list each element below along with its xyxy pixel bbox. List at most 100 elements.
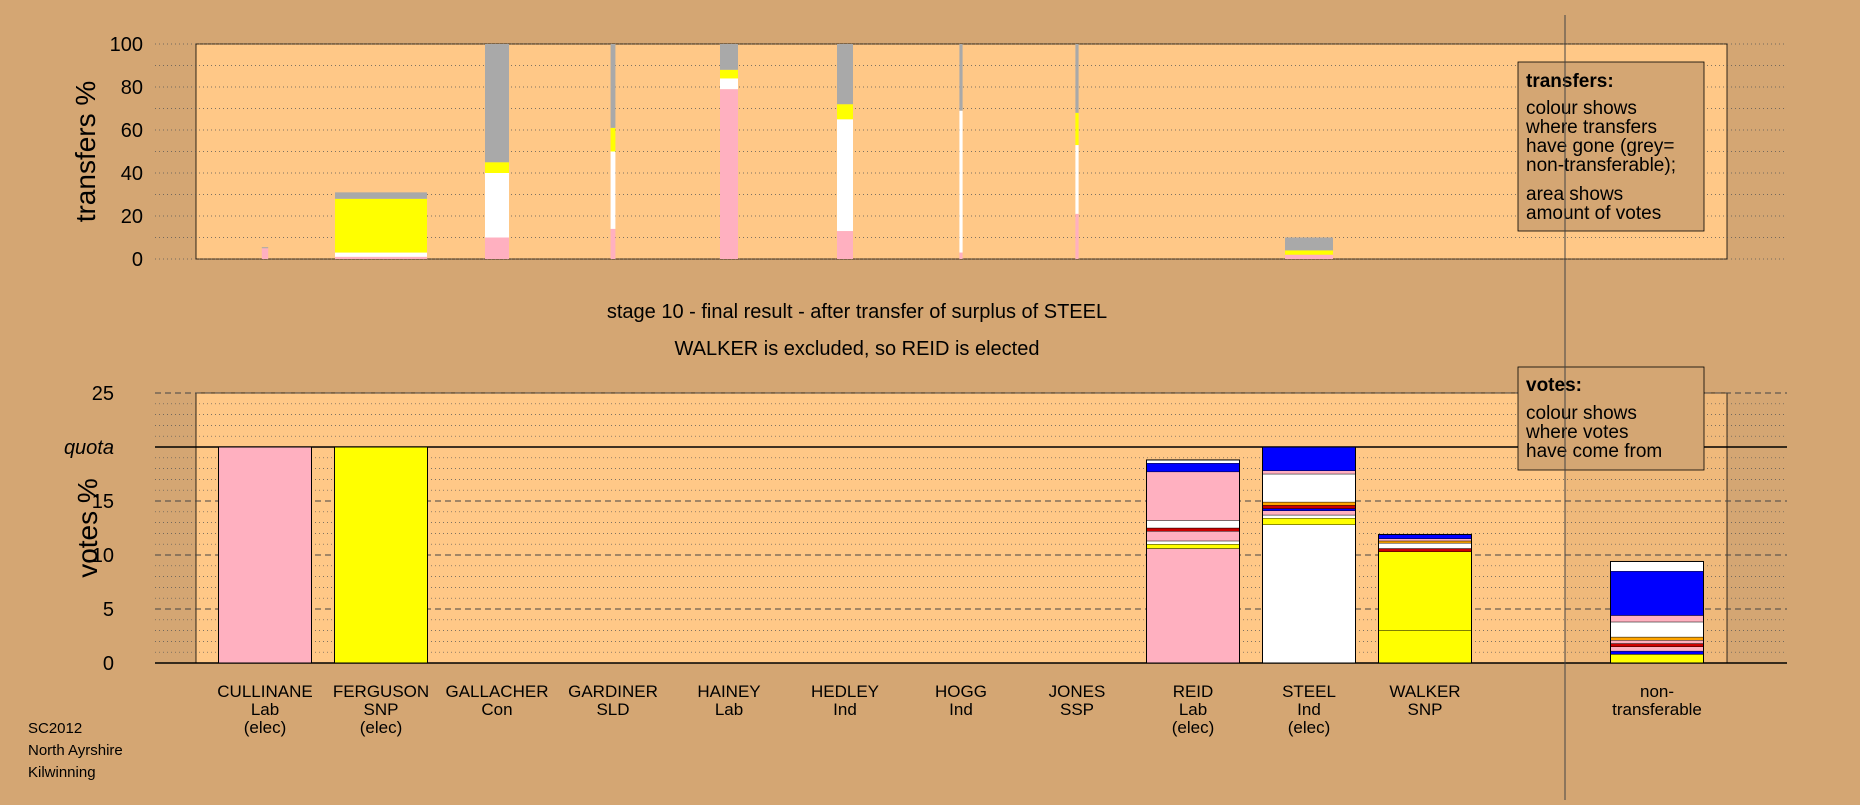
vote-segment-reid [1146, 531, 1240, 542]
vote-segment-walker [1378, 551, 1472, 631]
candidate-label: FERGUSON [333, 682, 429, 701]
vote-bar-walker [1378, 533, 1472, 664]
vote-segment-steel [1262, 446, 1356, 471]
vote-segment-non-transferable [1610, 650, 1704, 655]
vote-segment-steel [1262, 473, 1356, 503]
transfers-tick-label: 40 [121, 163, 143, 185]
vote-segment-steel [1262, 518, 1356, 525]
votes-tick-label: 10 [92, 545, 114, 567]
candidate-label: HAINEY [697, 682, 760, 701]
transfer-segment-hedley [837, 44, 853, 105]
vote-segment-non-transferable [1610, 571, 1704, 616]
vote-segment-walker [1378, 542, 1472, 549]
vote-segment-walker [1378, 630, 1472, 664]
vote-bar-non-transferable [1610, 560, 1704, 664]
votes-tick-label: 15 [92, 491, 114, 513]
vote-segment-reid [1146, 527, 1240, 532]
vote-segment-steel [1262, 524, 1356, 664]
candidate-label: SNP [1408, 700, 1443, 719]
votes-tick-label: 25 [92, 383, 114, 405]
transfer-segment-hogg [959, 110, 963, 253]
transfers-tick-label: 100 [110, 34, 143, 56]
vote-bar-cullinane [218, 446, 312, 664]
transfers-tick-label: 80 [121, 77, 143, 99]
transfers-legend-line: non-transferable); [1526, 155, 1676, 176]
transfer-segment-ferguson [335, 192, 427, 199]
transfer-segment-hainey [720, 44, 738, 70]
candidate-label: HOGG [935, 682, 987, 701]
transfer-segment-hogg [959, 252, 963, 259]
transfer-segment-hainey [720, 69, 738, 79]
candidate-label: SSP [1060, 700, 1094, 719]
candidate-label: (elec) [360, 718, 403, 737]
transfer-segment-gardiner [610, 127, 616, 152]
candidate-label: (elec) [1172, 718, 1215, 737]
transfer-segment-jones [1075, 213, 1079, 259]
transfers-axis-title: transfers % [70, 81, 101, 223]
vote-segment-reid [1146, 471, 1240, 521]
candidate-label: Lab [1179, 700, 1207, 719]
candidate-labels: CULLINANELab(elec)FERGUSONSNP(elec)GALLA… [217, 682, 1702, 737]
transfer-segment-ferguson [335, 256, 427, 259]
transfer-segment-ferguson [335, 198, 427, 253]
candidate-label: Lab [251, 700, 279, 719]
candidate-label: CULLINANE [217, 682, 312, 701]
candidate-label: SLD [596, 700, 629, 719]
transfers-tick-label: 20 [121, 206, 143, 228]
vote-segment-non-transferable [1610, 654, 1704, 664]
transfer-segment-hedley [837, 119, 853, 232]
votes-legend-box [1517, 366, 1705, 471]
candidate-label: (elec) [1288, 718, 1331, 737]
candidate-label: HEDLEY [811, 682, 879, 701]
votes-tick-label: 0 [103, 653, 114, 675]
transfer-segment-hainey [720, 78, 738, 90]
transfer-segment-hedley [837, 104, 853, 120]
transfer-segment-jones [1075, 145, 1079, 214]
candidate-label: JONES [1049, 682, 1106, 701]
transfers-legend-box [1517, 61, 1705, 232]
vote-segment-reid [1146, 463, 1240, 473]
transfers-legend-title: transfers: [1526, 71, 1614, 92]
vote-bar-steel [1262, 446, 1356, 664]
votes-axis-title: votes % [72, 478, 103, 578]
transfer-segment-hogg [959, 44, 963, 111]
vote-segment-non-transferable [1610, 640, 1704, 644]
footer-ward: Kilwinning [28, 764, 96, 781]
transfers-legend-line: where transfers [1525, 117, 1657, 138]
candidate-label: (elec) [244, 718, 287, 737]
vote-segment-reid [1146, 540, 1240, 545]
transfers-legend-line: have gone (grey= [1526, 136, 1674, 157]
votes-legend-title: votes: [1526, 375, 1582, 396]
vote-segment-cullinane [218, 446, 312, 664]
vote-segment-reid [1146, 520, 1240, 529]
transfer-segment-gallacher [485, 173, 509, 238]
vote-segment-steel [1262, 505, 1356, 509]
vote-bar-ferguson [334, 446, 428, 664]
transfers-legend-line: area shows [1526, 184, 1623, 205]
transfer-segment-gardiner [610, 44, 616, 128]
transfer-segment-steel [1285, 254, 1333, 259]
transfer-segment-steel [1285, 250, 1333, 255]
candidate-label: Ind [1297, 700, 1321, 719]
vote-segment-reid [1146, 548, 1240, 664]
quota-tick-label: quota [64, 437, 114, 459]
vote-segment-walker [1378, 538, 1472, 542]
candidate-label: transferable [1612, 700, 1702, 719]
candidate-label: WALKER [1389, 682, 1460, 701]
transfer-segment-cullinane [261, 247, 269, 249]
candidate-label: GALLACHER [446, 682, 549, 701]
vote-segment-steel [1262, 470, 1356, 475]
stage-caption: stage 10 - final result - after transfer… [607, 301, 1107, 323]
votes-legend-line: where votes [1525, 422, 1628, 443]
candidate-label: Lab [715, 700, 743, 719]
transfer-segment-hainey [720, 89, 738, 260]
votes-legend-line: have come from [1526, 441, 1662, 462]
vote-segment-reid [1146, 544, 1240, 549]
transfer-segment-gallacher [485, 44, 509, 163]
transfer-segment-hedley [837, 231, 853, 259]
vote-segment-non-transferable [1610, 615, 1704, 623]
vote-segment-non-transferable [1610, 643, 1704, 647]
